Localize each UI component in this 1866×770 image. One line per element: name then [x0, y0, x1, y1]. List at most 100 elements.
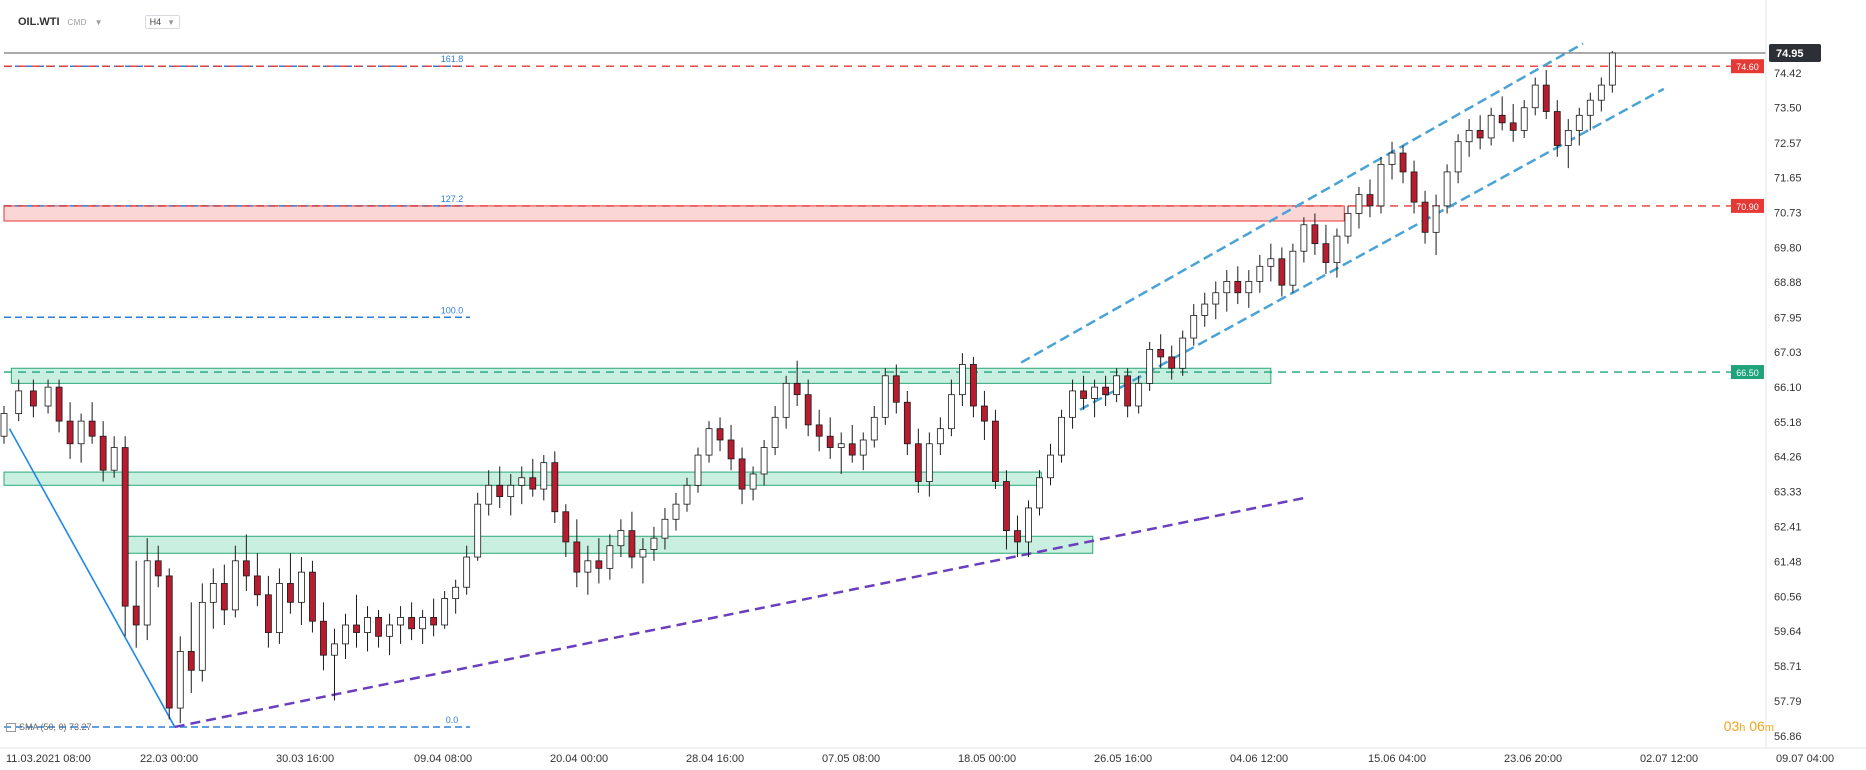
candle-body	[154, 560, 162, 577]
candle-body	[903, 401, 911, 445]
countdown-hours: 03	[1723, 718, 1740, 734]
candle-body	[947, 394, 955, 430]
candle-body	[463, 556, 471, 588]
y-tick-label: 59.64	[1774, 626, 1802, 638]
candle-body	[1091, 386, 1098, 399]
candle-body	[88, 420, 96, 437]
candle-body	[496, 484, 504, 498]
x-tick-label: 23.06 20:00	[1504, 753, 1562, 765]
candle-body	[540, 462, 548, 490]
level-tag-70.90	[1731, 198, 1764, 213]
candle-countdown: 03h 06m	[1724, 718, 1774, 734]
candle-body	[15, 390, 23, 414]
y-tick-label: 69.80	[1774, 242, 1802, 254]
x-tick-label: 07.05 08:00	[822, 753, 880, 765]
y-tick-label: 62.41	[1774, 521, 1802, 533]
candle-body	[132, 605, 140, 626]
y-tick-label: 74.42	[1774, 68, 1802, 80]
candle-body	[176, 651, 184, 709]
candle-body	[1278, 258, 1286, 286]
candle-body	[485, 484, 493, 505]
candle-body	[870, 416, 878, 441]
candle-body	[99, 435, 107, 471]
x-tick-label: 26.05 16:00	[1094, 753, 1152, 765]
symbol-label[interactable]: OIL.WTI	[18, 16, 60, 28]
candle-body	[143, 560, 151, 626]
x-tick-label: 15.06 04:00	[1368, 753, 1426, 765]
fib-label-127.2: 127.2	[441, 194, 464, 204]
candle-body	[408, 617, 415, 630]
y-tick-label: 65.18	[1774, 417, 1802, 429]
candle-body	[992, 420, 999, 482]
candle-body	[584, 560, 592, 573]
candle-body	[1366, 194, 1374, 207]
candle-body	[44, 386, 52, 407]
candle-body	[1432, 205, 1440, 233]
y-tick-label: 56.86	[1774, 731, 1802, 743]
candle-body	[727, 439, 735, 460]
candle-body	[518, 477, 526, 486]
candle-body	[1080, 390, 1087, 399]
candle-body	[353, 624, 360, 633]
x-tick-label: 22.03 00:00	[140, 753, 198, 765]
candle-body	[606, 545, 614, 569]
candle-body	[1113, 375, 1121, 396]
countdown-hours-unit: h	[1739, 722, 1746, 734]
candle-body	[958, 364, 966, 396]
candle-body	[1003, 481, 1010, 532]
channel-upper-line	[1020, 42, 1584, 364]
candle-body	[826, 435, 834, 448]
fib-label-0.0: 0.0	[446, 715, 459, 725]
x-tick-label: 20.04 00:00	[550, 753, 608, 765]
candle-body	[264, 594, 272, 633]
y-tick-label: 58.71	[1774, 661, 1802, 673]
candle-body	[760, 447, 768, 475]
candle-body	[452, 586, 460, 599]
zones-layer	[3, 205, 1345, 554]
candle-body	[738, 458, 746, 490]
candle-body	[1157, 348, 1165, 358]
candle-body	[529, 477, 537, 490]
candle-body	[507, 484, 515, 498]
y-tick-label: 60.56	[1774, 591, 1802, 603]
candle-body	[375, 617, 382, 637]
candle-body	[397, 617, 404, 626]
candle-body	[837, 443, 845, 448]
candle-body	[1322, 243, 1330, 263]
candle-body	[1245, 281, 1253, 294]
y-tick-label: 57.79	[1774, 696, 1802, 708]
drawing-layer[interactable]	[8, 42, 1665, 729]
fib-label-100.0: 100.0	[441, 305, 464, 315]
indicator-legend[interactable]: SMA (50, 0) 73.27	[6, 722, 92, 732]
candle-body	[1344, 213, 1352, 237]
timeframe-select[interactable]: H4 ▼	[144, 15, 181, 29]
x-tick-label: 04.06 12:00	[1230, 753, 1288, 765]
candle-body	[981, 405, 988, 422]
channel-lower-line	[1079, 87, 1665, 411]
chevron-down-icon[interactable]: ▼	[94, 17, 103, 27]
fib-swing-line	[8, 428, 176, 728]
candle-body	[0, 413, 8, 437]
candle-body	[683, 484, 691, 505]
candle-body	[331, 643, 338, 656]
chevron-down-icon: ▼	[167, 17, 176, 27]
candle-body	[287, 583, 294, 603]
candle-body	[1179, 337, 1187, 369]
y-tick-label: 73.50	[1774, 103, 1802, 115]
candle-body	[1311, 224, 1319, 245]
candle-body	[1058, 416, 1065, 456]
candle-body	[474, 503, 482, 558]
level-tag-text-70.90: 70.90	[1736, 202, 1759, 212]
candle-body	[1201, 303, 1209, 316]
candle-body	[892, 375, 900, 403]
candle-body	[1146, 348, 1154, 384]
fib-label-161.8: 161.8	[441, 54, 464, 64]
y-tick-label: 63.33	[1774, 487, 1802, 499]
candle-body	[1102, 386, 1109, 396]
candle-body	[661, 518, 669, 539]
candle-body	[1421, 201, 1429, 233]
candle-body	[441, 598, 449, 626]
candle-body	[55, 386, 63, 422]
countdown-minutes-unit: m	[1764, 722, 1774, 734]
